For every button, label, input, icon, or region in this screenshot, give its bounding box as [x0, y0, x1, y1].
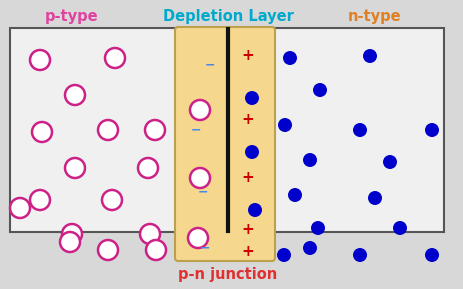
Circle shape	[302, 241, 316, 255]
Text: −: −	[197, 186, 208, 199]
FancyBboxPatch shape	[175, 27, 275, 261]
Circle shape	[310, 221, 324, 235]
Circle shape	[424, 248, 438, 262]
Circle shape	[247, 203, 262, 217]
Circle shape	[140, 224, 160, 244]
Text: −: −	[190, 123, 201, 136]
Text: +: +	[241, 112, 254, 127]
Circle shape	[362, 49, 376, 63]
Circle shape	[277, 118, 291, 132]
Circle shape	[276, 248, 290, 262]
Circle shape	[424, 123, 438, 137]
Circle shape	[10, 198, 30, 218]
Circle shape	[65, 158, 85, 178]
Circle shape	[65, 85, 85, 105]
Circle shape	[302, 153, 316, 167]
Circle shape	[382, 155, 396, 169]
Text: Depletion Layer: Depletion Layer	[162, 8, 293, 23]
Circle shape	[352, 248, 366, 262]
Circle shape	[60, 232, 80, 252]
Text: +: +	[241, 171, 254, 186]
Circle shape	[30, 50, 50, 70]
Circle shape	[367, 191, 381, 205]
Text: +: +	[241, 47, 254, 62]
Circle shape	[32, 122, 52, 142]
Circle shape	[62, 224, 82, 244]
Text: +: +	[241, 244, 254, 260]
Circle shape	[188, 228, 207, 248]
Text: n-type: n-type	[347, 8, 401, 23]
Circle shape	[98, 120, 118, 140]
Circle shape	[146, 240, 166, 260]
Circle shape	[288, 188, 301, 202]
Circle shape	[145, 120, 165, 140]
Circle shape	[138, 158, 158, 178]
Circle shape	[282, 51, 296, 65]
Circle shape	[98, 240, 118, 260]
Text: p-type: p-type	[45, 8, 99, 23]
Circle shape	[244, 145, 258, 159]
Text: −: −	[199, 242, 210, 255]
Circle shape	[189, 100, 210, 120]
Bar	[10, 28, 443, 232]
Circle shape	[189, 168, 210, 188]
Circle shape	[30, 190, 50, 210]
Text: −: −	[204, 58, 215, 71]
Text: +: +	[241, 223, 254, 238]
Circle shape	[313, 83, 326, 97]
Text: p-n junction: p-n junction	[178, 268, 277, 283]
Circle shape	[352, 123, 366, 137]
Circle shape	[102, 190, 122, 210]
Circle shape	[244, 91, 258, 105]
Circle shape	[392, 221, 406, 235]
Circle shape	[105, 48, 125, 68]
